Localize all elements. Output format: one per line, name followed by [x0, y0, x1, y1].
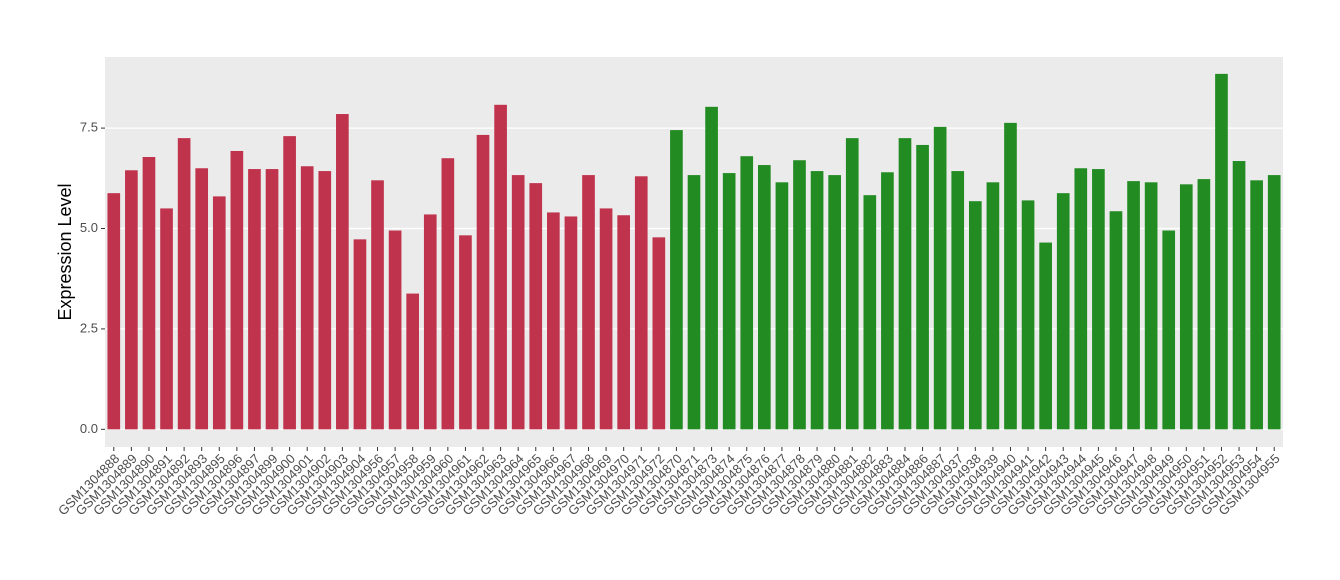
- bar: [142, 157, 156, 430]
- bar: [107, 193, 121, 430]
- bar: [863, 195, 877, 430]
- bar: [828, 175, 841, 430]
- bar: [1162, 230, 1176, 430]
- bar: [670, 130, 683, 430]
- bar: [1004, 122, 1017, 430]
- bar: [1109, 211, 1123, 430]
- bar: [230, 150, 244, 430]
- bar: [740, 156, 754, 430]
- bar: [722, 173, 736, 430]
- bar: [1215, 73, 1228, 430]
- bar: [881, 172, 894, 430]
- bar: [336, 114, 349, 430]
- bar: [705, 106, 718, 430]
- bar: [617, 215, 631, 430]
- bar: [916, 144, 929, 430]
- bar: [388, 230, 402, 430]
- y-tick-label: 7.5: [80, 120, 98, 135]
- bar: [1232, 161, 1246, 430]
- bar: [898, 138, 912, 430]
- y-tick-label: 0.0: [80, 421, 98, 436]
- bar: [845, 138, 859, 430]
- bar: [1074, 168, 1088, 430]
- bar: [1179, 184, 1193, 430]
- bar: [125, 170, 138, 430]
- bar: [634, 176, 648, 430]
- bar: [441, 158, 455, 430]
- bar: [511, 175, 525, 430]
- bar: [494, 104, 507, 430]
- bar: [1197, 179, 1211, 430]
- bar: [599, 208, 613, 430]
- bar: [1021, 200, 1035, 430]
- bar: [318, 171, 332, 430]
- bar: [476, 134, 490, 430]
- bar: [1267, 175, 1281, 430]
- y-axis-title: Expression Level: [55, 183, 75, 320]
- bar: [1092, 169, 1105, 430]
- bar: [529, 183, 543, 430]
- bar: [793, 160, 806, 430]
- bar: [371, 180, 384, 430]
- bar: [687, 175, 701, 430]
- bar: [810, 171, 824, 430]
- bar: [177, 138, 191, 430]
- bar: [353, 239, 367, 430]
- bar: [1056, 193, 1070, 430]
- bar: [265, 169, 279, 430]
- bar: [1127, 181, 1140, 430]
- bar: [248, 169, 261, 430]
- bar: [1144, 182, 1158, 430]
- bar: [423, 214, 437, 430]
- bar: [547, 212, 560, 430]
- bar: [283, 136, 296, 430]
- bar: [582, 175, 595, 430]
- bar: [968, 201, 982, 430]
- bar: [300, 166, 314, 430]
- bar: [564, 216, 578, 430]
- bar: [986, 182, 1000, 430]
- bar: [459, 235, 472, 430]
- bar: [406, 293, 420, 430]
- bar: [160, 208, 173, 430]
- bar: [951, 171, 965, 430]
- bar: [195, 168, 209, 430]
- bar: [757, 165, 771, 430]
- bar: [933, 126, 947, 430]
- bar: [212, 196, 226, 430]
- bar: [652, 237, 666, 430]
- bar: [1039, 242, 1052, 430]
- y-tick-label: 2.5: [80, 320, 98, 335]
- bar: [1250, 180, 1263, 430]
- y-tick-label: 5.0: [80, 220, 98, 235]
- bar: [775, 182, 789, 430]
